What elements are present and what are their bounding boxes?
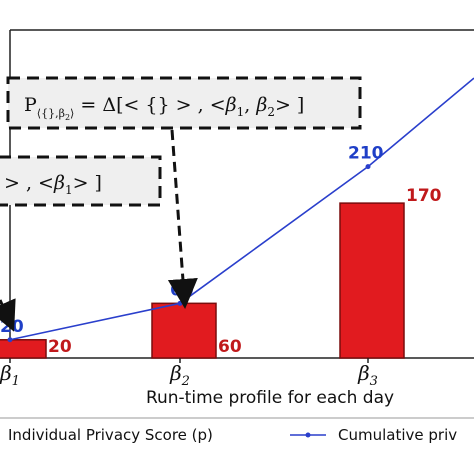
x-tick-label-1: β1	[0, 361, 20, 389]
cumulative-point-3	[365, 164, 371, 170]
cumulative-point-2	[177, 300, 183, 306]
bar-value-label-3: 170	[406, 186, 442, 206]
bar-1	[0, 339, 47, 359]
annotation-text-beta2: P⟨{},β2⟩ = Δ[< {} > , <β1, β2> ]	[24, 94, 304, 122]
legend-label-line: Cumulative priv	[338, 426, 457, 444]
annotation-arrow-beta1	[0, 298, 16, 332]
x-tick-label-3: β3	[357, 361, 378, 389]
bar-label-group: 20 60 170	[48, 186, 442, 357]
bar-2	[151, 302, 217, 359]
cumulative-point-1	[7, 337, 13, 343]
legend-label-bars: Individual Privacy Score (p)	[8, 426, 213, 444]
x-axis-label: Run-time profile for each day	[146, 388, 394, 408]
cumulative-value-label-3: 210	[348, 144, 384, 164]
bar-value-label-1: 20	[48, 337, 72, 357]
bar-value-label-2: 60	[218, 337, 242, 357]
cumulative-line	[9, 77, 474, 341]
annotation-arrow-beta2	[167, 129, 198, 309]
x-tick-label-2: β2	[169, 361, 190, 389]
annotation-text-beta1: > , <β1> ]	[4, 172, 102, 197]
x-tick-group: β1 β2 β3	[0, 358, 378, 389]
bar-group	[0, 202, 405, 359]
legend-swatch-marker	[305, 432, 311, 438]
cumulative-value-label-1: 20	[0, 317, 24, 337]
annotation-box-beta1: > , <β1> ]	[0, 155, 162, 207]
bar-3	[339, 202, 405, 359]
annotation-box-beta2: P⟨{},β2⟩ = Δ[< {} > , <β1, β2> ]	[6, 76, 362, 130]
